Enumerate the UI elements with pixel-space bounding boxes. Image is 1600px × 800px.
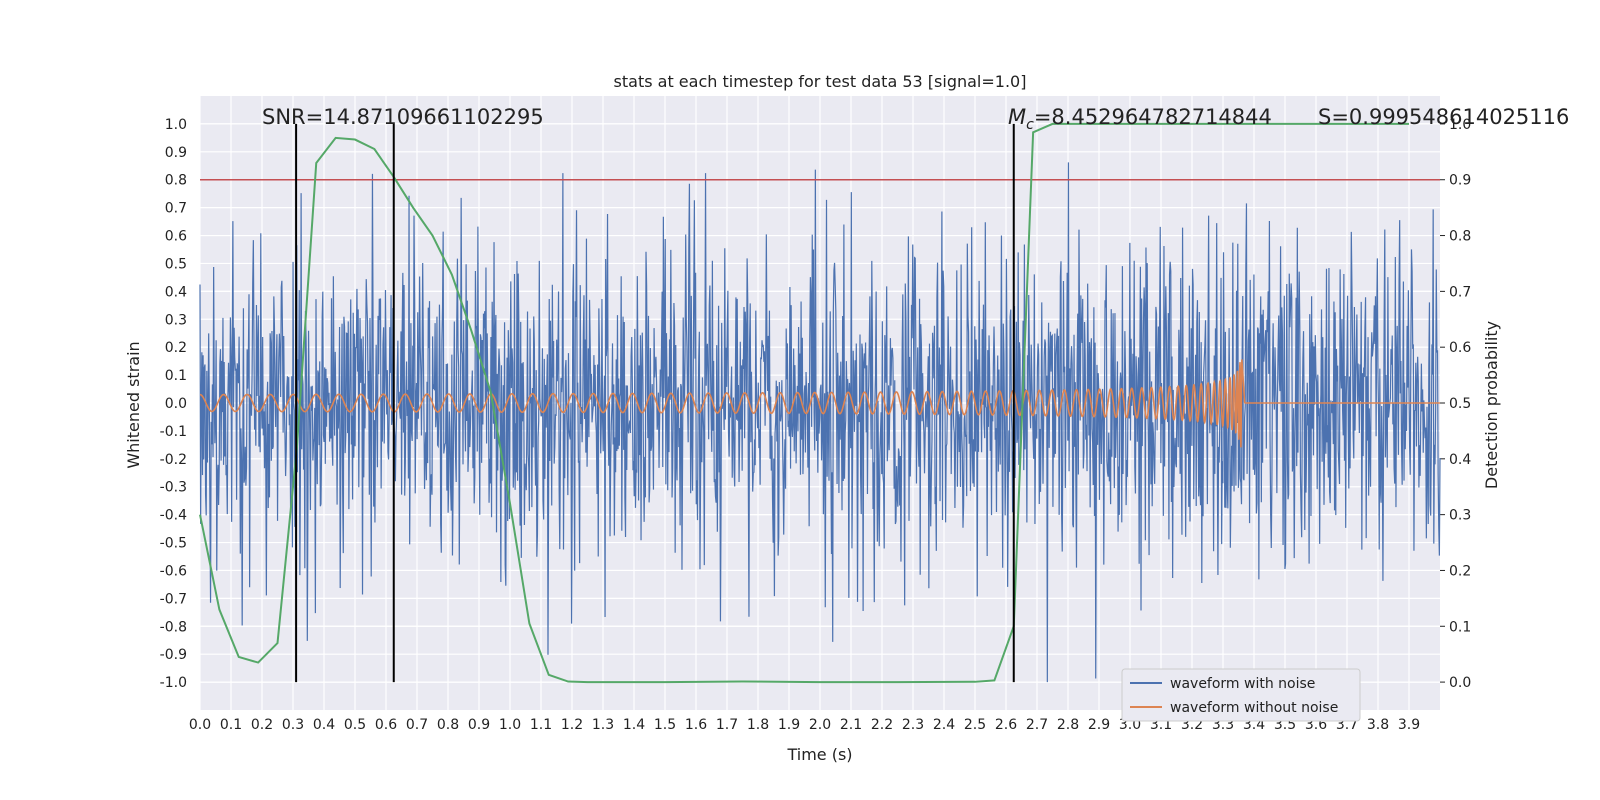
chirp-mass-value: =8.452964782714844 bbox=[1034, 105, 1272, 129]
y-tick-label: -0.9 bbox=[160, 647, 187, 663]
x-tick-label: 1.7 bbox=[716, 717, 738, 733]
y-axis-label: Whitened strain bbox=[124, 341, 143, 468]
y-tick-label: -1.0 bbox=[160, 675, 187, 691]
x-tick-label: 0.4 bbox=[313, 717, 335, 733]
x-tick-label: 2.0 bbox=[809, 717, 831, 733]
x-tick-label: 0.7 bbox=[406, 717, 428, 733]
x-tick-label: 0.2 bbox=[251, 717, 273, 733]
y-tick-label: -0.8 bbox=[160, 619, 187, 635]
x-tick-label: 2.9 bbox=[1088, 717, 1110, 733]
y-tick-label: 0.7 bbox=[165, 201, 187, 217]
y-tick-label: 0.9 bbox=[165, 145, 187, 161]
x-tick-label: 0.0 bbox=[189, 717, 211, 733]
x-tick-label: 1.3 bbox=[592, 717, 614, 733]
y2-axis-label: Detection probability bbox=[1482, 321, 1501, 489]
y-tick-label: -0.2 bbox=[160, 452, 187, 468]
x-tick-label: 1.2 bbox=[561, 717, 583, 733]
y-tick-label: 0.1 bbox=[165, 368, 187, 384]
chirp-mass-annotation: Mc=8.452964782714844 bbox=[1008, 105, 1272, 133]
y-tick-label: -0.7 bbox=[160, 591, 187, 607]
y-tick-label: 0.2 bbox=[165, 340, 187, 356]
y2-tick-label: 0.6 bbox=[1449, 340, 1471, 356]
s-annotation: S=0.999548614025116 bbox=[1318, 105, 1569, 129]
y-tick-label: -0.4 bbox=[160, 508, 187, 524]
x-tick-label: 1.5 bbox=[654, 717, 676, 733]
x-tick-label: 1.4 bbox=[623, 717, 645, 733]
x-tick-label: 1.6 bbox=[685, 717, 707, 733]
y-tick-label: -0.6 bbox=[160, 563, 187, 579]
y-tick-label: 0.5 bbox=[165, 256, 187, 272]
x-tick-label: 2.8 bbox=[1057, 717, 1079, 733]
detection-probability-line bbox=[199, 122, 1409, 684]
x-tick-label: 3.8 bbox=[1367, 717, 1389, 733]
y2-tick-label: 0.5 bbox=[1449, 396, 1471, 412]
clean-waveform-line bbox=[199, 359, 1440, 448]
y-tick-label: -0.3 bbox=[160, 480, 187, 496]
x-tick-label: 2.3 bbox=[902, 717, 924, 733]
y-tick-label: -0.5 bbox=[160, 536, 187, 552]
y-tick-label: -0.1 bbox=[160, 424, 187, 440]
y2-tick-label: 0.7 bbox=[1449, 284, 1471, 300]
x-tick-label: 2.2 bbox=[871, 717, 893, 733]
y2-tick-label: 0.4 bbox=[1449, 452, 1471, 468]
legend: waveform with noise waveform without noi… bbox=[1121, 668, 1361, 722]
y-tick-label: 0.0 bbox=[165, 396, 187, 412]
y-tick-labels: -1.0 -0.9 -0.8 -0.7 -0.6 -0.5 -0.4 -0.3 -0.2 -0.1… bbox=[160, 117, 187, 691]
x-tick-label: 1.8 bbox=[747, 717, 769, 733]
y-tick-label: 0.6 bbox=[165, 229, 187, 245]
chirp-mass-subscript: c bbox=[1026, 117, 1034, 133]
legend-label-noise: waveform with noise bbox=[1170, 676, 1315, 692]
x-tick-label: 0.6 bbox=[375, 717, 397, 733]
y2-tick-label: 0.2 bbox=[1449, 563, 1471, 579]
y-tick-label: 1.0 bbox=[165, 117, 187, 133]
x-tick-label: 1.9 bbox=[778, 717, 800, 733]
x-tick-label: 2.1 bbox=[840, 717, 862, 733]
probability-series-layer bbox=[199, 122, 1409, 684]
y-tick-label: 0.8 bbox=[165, 173, 187, 189]
vertical-markers bbox=[295, 123, 1015, 683]
x-tick-label: 2.7 bbox=[1026, 717, 1048, 733]
x-tick-label: 0.9 bbox=[468, 717, 490, 733]
legend-label-clean: waveform without noise bbox=[1170, 700, 1338, 716]
x-tick-label: 0.5 bbox=[344, 717, 366, 733]
y2-tick-label: 0.8 bbox=[1449, 229, 1471, 245]
snr-annotation: SNR=14.87109661102295 bbox=[262, 105, 544, 129]
x-tick-label: 0.3 bbox=[282, 717, 304, 733]
y2-tick-label: 0.0 bbox=[1449, 675, 1471, 691]
y-tick-label: 0.4 bbox=[165, 284, 187, 300]
x-tick-label: 2.6 bbox=[995, 717, 1017, 733]
chirp-mass-symbol: M bbox=[1008, 105, 1026, 129]
x-tick-label: 2.4 bbox=[933, 717, 955, 733]
y2-tick-label: 0.3 bbox=[1449, 508, 1471, 524]
y2-tick-label: 0.9 bbox=[1449, 173, 1471, 189]
x-tick-label: 0.1 bbox=[220, 717, 242, 733]
y2-tick-label: 1.0 bbox=[1449, 117, 1471, 133]
y2-tick-labels: 0.0 0.1 0.2 0.3 0.4 0.5 0.6 0.7 0.8 0.9 1.0 bbox=[1449, 117, 1471, 691]
legend-box bbox=[1121, 668, 1361, 722]
x-tick-label: 1.1 bbox=[530, 717, 552, 733]
x-tick-label: 3.9 bbox=[1398, 717, 1420, 733]
chart-title: stats at each timestep for test data 53 … bbox=[614, 72, 1027, 91]
x-tick-label: 2.5 bbox=[964, 717, 986, 733]
x-tick-label: 0.8 bbox=[437, 717, 459, 733]
y2-tick-label: 0.1 bbox=[1449, 619, 1471, 635]
chirp-series-layer bbox=[199, 359, 1440, 448]
x-tick-label: 1.0 bbox=[499, 717, 521, 733]
y-tick-label: 0.3 bbox=[165, 312, 187, 328]
x-axis-label: Time (s) bbox=[786, 745, 852, 764]
